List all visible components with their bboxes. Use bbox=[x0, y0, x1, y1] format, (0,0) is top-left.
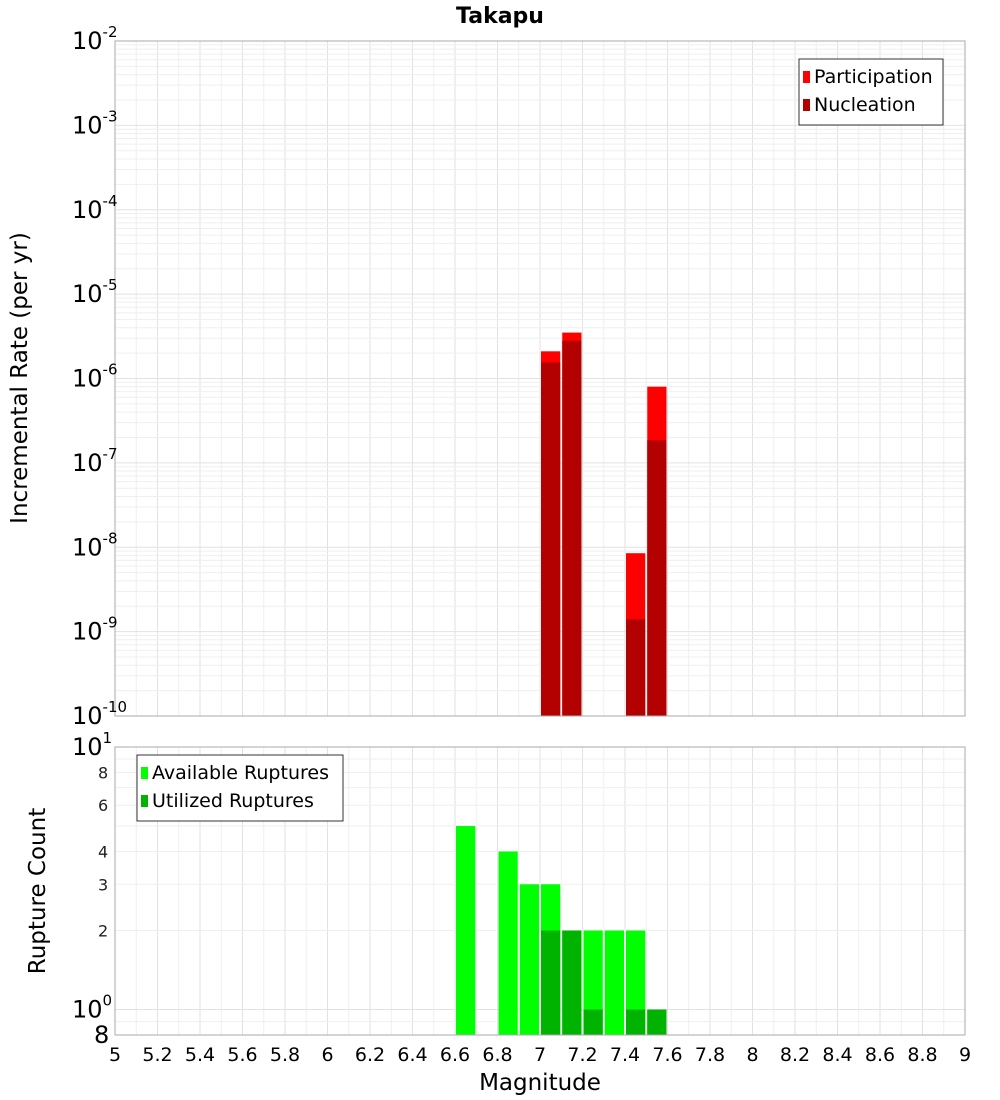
top-y-tick-exponent: -2 bbox=[103, 23, 118, 41]
x-tick-label: 7.8 bbox=[695, 1044, 725, 1066]
x-tick-label: 5.4 bbox=[185, 1044, 215, 1066]
x-tick-label: 7.4 bbox=[610, 1044, 640, 1066]
bottom-bar-available-ruptures bbox=[456, 826, 476, 1035]
top-y-tick-label: 10-7 bbox=[72, 445, 118, 477]
top-bar-nucleation bbox=[647, 440, 667, 716]
bottom-plot-border bbox=[114, 746, 966, 1036]
bottom-y-tick-exponent: 1 bbox=[103, 729, 113, 747]
bottom-bar-utilized-ruptures bbox=[626, 1009, 646, 1035]
bottom-y-axis-label: Rupture Count bbox=[25, 808, 51, 974]
top-y-tick-exponent: -4 bbox=[103, 192, 118, 210]
top-bar-nucleation bbox=[626, 619, 646, 716]
top-y-tick-exponent: -8 bbox=[103, 529, 118, 547]
x-tick-label: 8.4 bbox=[822, 1044, 852, 1066]
top-legend-label: Participation bbox=[814, 66, 933, 88]
x-tick-label: 8.8 bbox=[907, 1044, 937, 1066]
bottom-y-tick-label: 2 bbox=[98, 922, 108, 941]
top-y-tick-base: 10 bbox=[72, 27, 103, 55]
top-y-tick-label: 10-4 bbox=[72, 192, 118, 224]
top-y-tick-exponent: -6 bbox=[103, 361, 118, 379]
top-legend-swatch bbox=[803, 71, 810, 83]
top-y-tick-exponent: -10 bbox=[103, 698, 128, 716]
top-y-tick-base: 10 bbox=[72, 533, 103, 561]
top-y-tick-base: 10 bbox=[72, 280, 103, 308]
bottom-bar-utilized-ruptures bbox=[541, 930, 561, 1035]
top-y-tick-base: 10 bbox=[72, 702, 103, 730]
top-y-tick-exponent: -3 bbox=[103, 107, 118, 125]
bottom-bar-available-ruptures bbox=[604, 930, 624, 1035]
top-y-tick-base: 10 bbox=[72, 196, 103, 224]
bottom-bar-utilized-ruptures bbox=[583, 1009, 603, 1035]
bottom-legend-box bbox=[136, 754, 344, 822]
bottom-y-tick-label: 8 bbox=[94, 1021, 109, 1049]
bottom-y-tick-label: 8 bbox=[98, 763, 108, 782]
x-tick-label: 6.4 bbox=[397, 1044, 427, 1066]
x-tick-label: 8 bbox=[746, 1044, 758, 1066]
top-legend-swatch bbox=[803, 99, 810, 111]
bottom-y-tick-label: 6 bbox=[98, 796, 108, 815]
bottom-bar-utilized-ruptures bbox=[562, 930, 582, 1035]
top-y-tick-exponent: -7 bbox=[103, 445, 118, 463]
top-legend-box bbox=[798, 58, 944, 126]
bottom-y-tick-base: 10 bbox=[72, 996, 103, 1024]
bottom-bar-available-ruptures bbox=[583, 930, 603, 1035]
top-y-axis-label: Incremental Rate (per yr) bbox=[7, 232, 33, 524]
top-plot-border bbox=[114, 40, 966, 717]
top-y-tick-base: 10 bbox=[72, 618, 103, 646]
top-y-tick-label: 10-8 bbox=[72, 529, 118, 561]
bottom-bar-available-ruptures bbox=[498, 851, 518, 1035]
top-y-tick-label: 10-6 bbox=[72, 361, 118, 393]
top-y-tick-label: 10-5 bbox=[72, 276, 118, 308]
top-y-tick-exponent: -5 bbox=[103, 276, 118, 294]
top-y-tick-exponent: -9 bbox=[103, 614, 118, 632]
bottom-y-tick-base: 10 bbox=[72, 733, 103, 761]
bottom-y-tick-label: 4 bbox=[98, 842, 108, 861]
x-axis-label: Magnitude bbox=[479, 1070, 601, 1096]
top-y-tick-label: 10-2 bbox=[72, 23, 118, 55]
x-tick-label: 5.8 bbox=[270, 1044, 300, 1066]
x-tick-label: 6 bbox=[321, 1044, 333, 1066]
x-tick-label: 5 bbox=[109, 1044, 121, 1066]
x-tick-label: 6.6 bbox=[440, 1044, 470, 1066]
top-y-tick-label: 10-9 bbox=[72, 614, 118, 646]
top-y-tick-label: 10-3 bbox=[72, 107, 118, 139]
bottom-y-tick-exponent: 0 bbox=[103, 992, 113, 1010]
bottom-bar-available-ruptures bbox=[519, 884, 539, 1035]
x-tick-label: 7.2 bbox=[567, 1044, 597, 1066]
x-tick-label: 5.6 bbox=[227, 1044, 257, 1066]
top-legend-label: Nucleation bbox=[814, 94, 916, 116]
bottom-legend-swatch bbox=[141, 767, 148, 779]
x-tick-label: 8.6 bbox=[865, 1044, 895, 1066]
bottom-y-tick-label: 3 bbox=[98, 875, 108, 894]
bottom-bar-available-ruptures bbox=[626, 930, 646, 1035]
x-tick-label: 9 bbox=[959, 1044, 971, 1066]
bottom-y-tick-label: 101 bbox=[72, 729, 112, 761]
bottom-bar-utilized-ruptures bbox=[647, 1009, 667, 1035]
top-y-tick-base: 10 bbox=[72, 111, 103, 139]
top-bar-nucleation bbox=[562, 340, 582, 716]
x-tick-label: 5.2 bbox=[142, 1044, 172, 1066]
x-tick-label: 7.6 bbox=[652, 1044, 682, 1066]
x-tick-label: 6.2 bbox=[355, 1044, 385, 1066]
bottom-y-tick-label: 100 bbox=[72, 992, 112, 1024]
top-y-tick-label: 10-10 bbox=[72, 698, 127, 730]
x-tick-label: 8.2 bbox=[780, 1044, 810, 1066]
top-y-tick-base: 10 bbox=[72, 449, 103, 477]
bottom-legend-swatch bbox=[141, 795, 148, 807]
top-y-tick-base: 10 bbox=[72, 365, 103, 393]
bottom-legend-label: Utilized Ruptures bbox=[152, 790, 314, 812]
top-bar-nucleation bbox=[541, 362, 561, 716]
x-tick-label: 6.8 bbox=[482, 1044, 512, 1066]
chart-title: Takapu bbox=[456, 4, 544, 29]
rate-panel: 10-210-310-410-510-610-710-810-910-10Par… bbox=[72, 23, 966, 730]
bottom-legend-label: Available Ruptures bbox=[152, 762, 329, 784]
x-tick-label: 7 bbox=[534, 1044, 546, 1066]
